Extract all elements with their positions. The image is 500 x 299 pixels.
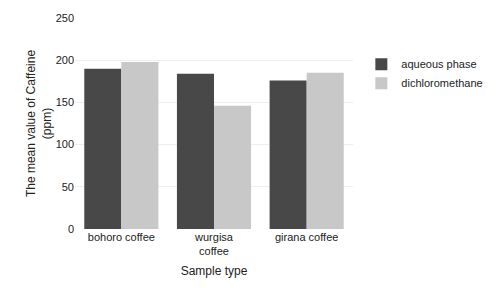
svg-text:girana coffee: girana coffee bbox=[275, 231, 338, 243]
svg-text:The mean value of Caffeine(ppm: The mean value of Caffeine(ppm) bbox=[24, 50, 54, 198]
svg-text:250: 250 bbox=[56, 12, 74, 24]
svg-text:50: 50 bbox=[62, 181, 74, 193]
svg-text:aqueous phase: aqueous phase bbox=[401, 58, 476, 70]
svg-text:Sample type: Sample type bbox=[181, 264, 248, 278]
svg-text:wurgisacoffee: wurgisacoffee bbox=[194, 231, 234, 257]
svg-text:dichloromethane: dichloromethane bbox=[401, 77, 482, 89]
svg-text:bohoro coffee: bohoro coffee bbox=[88, 231, 155, 243]
svg-text:200: 200 bbox=[56, 54, 74, 66]
svg-text:100: 100 bbox=[56, 138, 74, 150]
svg-text:0: 0 bbox=[68, 223, 74, 235]
svg-text:150: 150 bbox=[56, 96, 74, 108]
